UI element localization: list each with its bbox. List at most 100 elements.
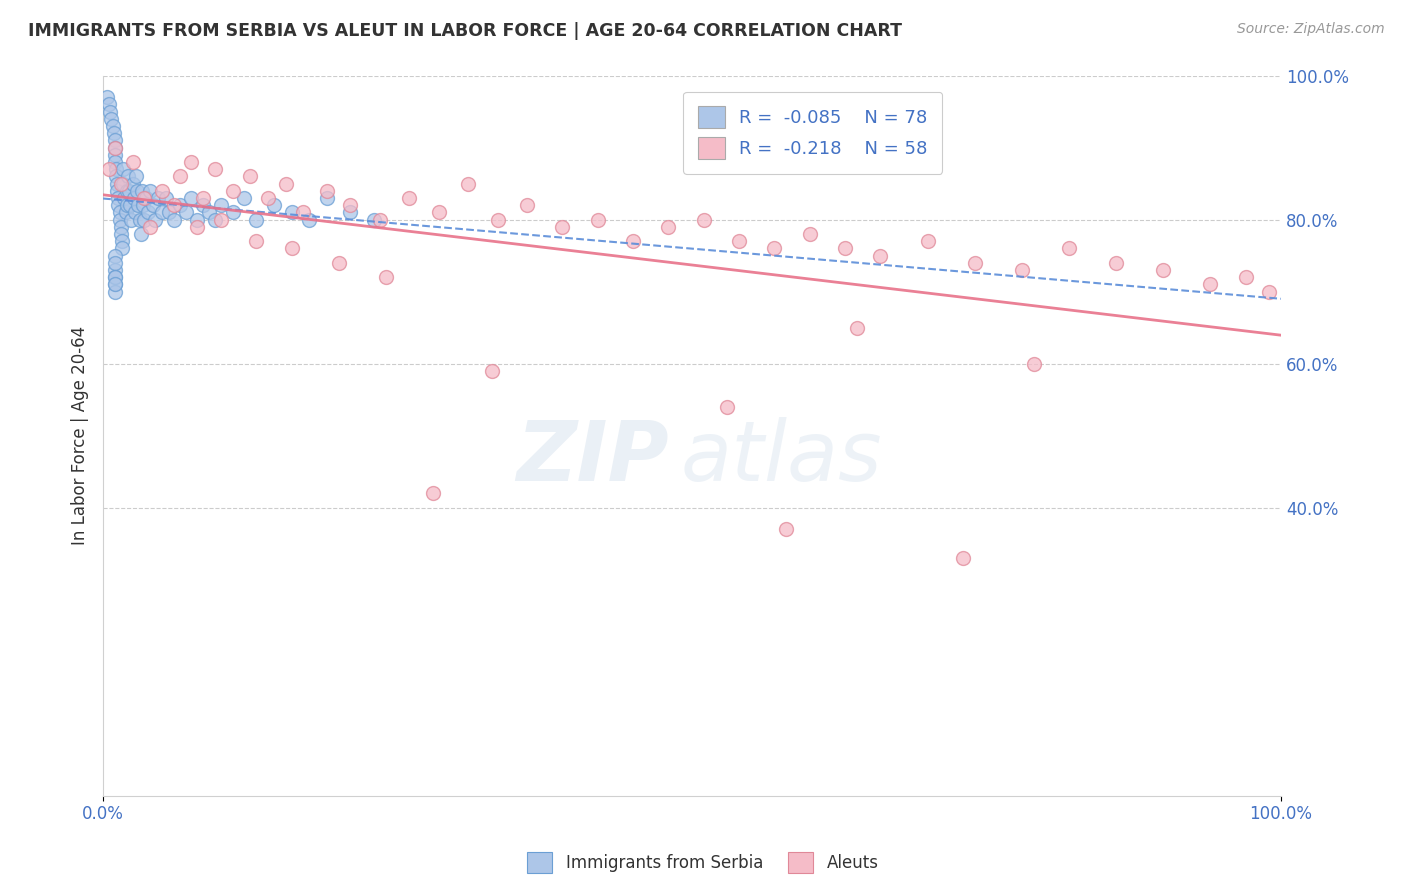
Point xyxy=(125,169,148,184)
Point xyxy=(551,219,574,234)
Point xyxy=(104,285,127,299)
Text: ZIP: ZIP xyxy=(516,417,668,498)
Point xyxy=(105,184,128,198)
Point xyxy=(115,184,138,198)
Point xyxy=(134,212,156,227)
Point xyxy=(107,191,129,205)
Point xyxy=(422,486,444,500)
Point xyxy=(135,191,157,205)
Point xyxy=(111,234,134,248)
Point xyxy=(193,198,215,212)
Point xyxy=(1199,277,1222,292)
Point xyxy=(586,212,609,227)
Text: atlas: atlas xyxy=(681,417,882,498)
Point xyxy=(280,205,302,219)
Point xyxy=(117,169,139,184)
Point xyxy=(1011,263,1033,277)
Point xyxy=(363,212,385,227)
Point xyxy=(115,198,138,212)
Point xyxy=(107,198,129,212)
Point xyxy=(155,191,177,205)
Point xyxy=(121,177,143,191)
Point xyxy=(110,177,132,191)
Point xyxy=(111,241,134,255)
Point xyxy=(834,241,856,255)
Point xyxy=(486,212,509,227)
Point xyxy=(174,205,197,219)
Point xyxy=(198,205,221,219)
Point xyxy=(163,212,186,227)
Point xyxy=(120,198,142,212)
Point xyxy=(180,155,202,169)
Point xyxy=(245,234,267,248)
Point xyxy=(245,212,267,227)
Point xyxy=(204,162,226,177)
Point xyxy=(104,270,127,285)
Point xyxy=(169,169,191,184)
Point xyxy=(186,212,208,227)
Point xyxy=(105,177,128,191)
Text: IMMIGRANTS FROM SERBIA VS ALEUT IN LABOR FORCE | AGE 20-64 CORRELATION CHART: IMMIGRANTS FROM SERBIA VS ALEUT IN LABOR… xyxy=(28,22,903,40)
Point xyxy=(398,191,420,205)
Point xyxy=(481,364,503,378)
Point xyxy=(221,184,243,198)
Point xyxy=(775,522,797,536)
Point xyxy=(108,205,131,219)
Point xyxy=(129,227,152,241)
Point xyxy=(139,184,162,198)
Point xyxy=(374,270,396,285)
Point xyxy=(457,177,479,191)
Point xyxy=(120,212,142,227)
Point xyxy=(98,104,121,119)
Point xyxy=(799,227,821,241)
Point xyxy=(118,184,141,198)
Point xyxy=(127,184,149,198)
Point xyxy=(104,140,127,154)
Point xyxy=(869,249,891,263)
Point xyxy=(917,234,939,248)
Point xyxy=(124,205,146,219)
Point xyxy=(104,277,127,292)
Point xyxy=(1234,270,1257,285)
Point xyxy=(427,205,450,219)
Point xyxy=(716,400,738,414)
Point xyxy=(257,191,280,205)
Point xyxy=(150,205,173,219)
Point xyxy=(180,191,202,205)
Point xyxy=(657,219,679,234)
Point xyxy=(693,212,716,227)
Point xyxy=(169,198,191,212)
Legend: R =  -0.085    N = 78, R =  -0.218    N = 58: R = -0.085 N = 78, R = -0.218 N = 58 xyxy=(683,92,942,174)
Point xyxy=(142,198,165,212)
Point xyxy=(763,241,786,255)
Point xyxy=(104,155,127,169)
Point xyxy=(209,212,232,227)
Point xyxy=(104,277,127,292)
Point xyxy=(233,191,256,205)
Point xyxy=(963,256,986,270)
Point xyxy=(108,212,131,227)
Legend: Immigrants from Serbia, Aleuts: Immigrants from Serbia, Aleuts xyxy=(520,846,886,880)
Point xyxy=(368,212,391,227)
Point xyxy=(150,184,173,198)
Point xyxy=(163,198,186,212)
Point xyxy=(112,162,135,177)
Point xyxy=(621,234,644,248)
Point xyxy=(131,184,153,198)
Point xyxy=(105,162,128,177)
Point xyxy=(298,212,321,227)
Point xyxy=(148,191,170,205)
Point xyxy=(112,177,135,191)
Point xyxy=(98,97,121,112)
Point xyxy=(280,241,302,255)
Point xyxy=(316,184,339,198)
Point xyxy=(121,155,143,169)
Point xyxy=(239,169,262,184)
Point xyxy=(122,191,145,205)
Point xyxy=(104,270,127,285)
Point xyxy=(193,191,215,205)
Point xyxy=(728,234,751,248)
Point xyxy=(339,198,361,212)
Point xyxy=(105,169,128,184)
Point xyxy=(292,205,315,219)
